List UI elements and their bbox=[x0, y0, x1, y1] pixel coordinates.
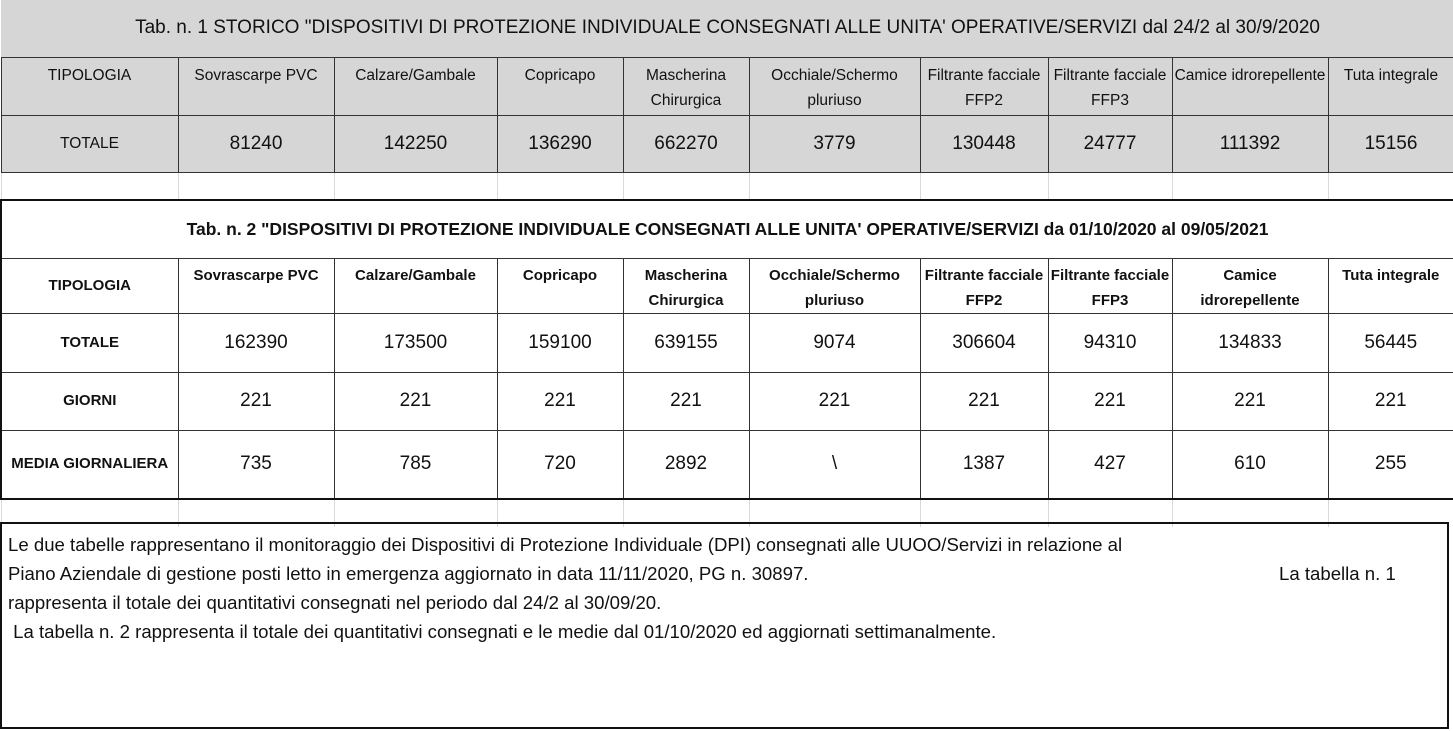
empty-cell bbox=[622, 172, 750, 200]
table2-row: TOTALE 162390 173500 159100 639155 9074 306604… bbox=[0, 312, 1453, 373]
table2-cell: 610 bbox=[1171, 429, 1329, 500]
table2-row: MEDIA GIORNALIERA 735 785 720 2892 \ 1387 427 61… bbox=[0, 429, 1453, 500]
table2-cell: 221 bbox=[622, 371, 750, 431]
table2-cell: 221 bbox=[333, 371, 498, 431]
table2-header-row: TIPOLOGIA Sovrascarpe PVC Calzare/Gambale C… bbox=[0, 257, 1453, 314]
table2-cell: 1387 bbox=[919, 429, 1049, 500]
table2-cell: 785 bbox=[333, 429, 498, 500]
empty-cell bbox=[333, 172, 498, 200]
table2-cell: 221 bbox=[919, 371, 1049, 431]
table2-cell: 159100 bbox=[496, 312, 624, 373]
table1-total-cell: 142250 bbox=[333, 114, 498, 173]
table2-cell: 255 bbox=[1327, 429, 1453, 500]
table1-total-cell: 15156 bbox=[1327, 114, 1453, 173]
table2-cell: 134833 bbox=[1171, 312, 1329, 373]
table2-cell: 735 bbox=[177, 429, 335, 500]
table2-column-header: Mascherina Chirurgica bbox=[622, 257, 750, 314]
table2-cell: 94310 bbox=[1047, 312, 1173, 373]
table2-cell: 221 bbox=[748, 371, 921, 431]
table2-cell: 162390 bbox=[177, 312, 335, 373]
table2-row-label: GIORNI bbox=[0, 371, 179, 431]
table1-title-row: Tab. n. 1 STORICO "DISPOSITIVI DI PROTEZ… bbox=[1, 0, 1453, 58]
empty-cell bbox=[0, 172, 179, 200]
table1-column-header: Occhiale/Schermo pluriuso bbox=[748, 56, 921, 116]
table2-row-label: TOTALE bbox=[0, 312, 179, 373]
table1-column-header: Filtrante facciale FFP3 bbox=[1047, 56, 1173, 116]
table2-column-header: Copricapo bbox=[496, 257, 624, 314]
table1-total-cell: 3779 bbox=[748, 114, 921, 173]
note-line-3: rappresenta il totale dei quantitativi c… bbox=[8, 592, 662, 613]
empty-cell bbox=[1047, 172, 1173, 200]
empty-row bbox=[0, 172, 1453, 200]
table2-cell: 2892 bbox=[622, 429, 750, 500]
table2-cell: 720 bbox=[496, 429, 624, 500]
table1-total-row: TOTALE 81240 142250 136290 662270 3779 130448 2… bbox=[0, 114, 1453, 173]
table2-cell: \ bbox=[748, 429, 921, 500]
table1-column-header: Camice idrorepellente bbox=[1171, 56, 1329, 116]
table2-header-label: TIPOLOGIA bbox=[0, 257, 179, 314]
table2-column-header: Sovrascarpe PVC bbox=[177, 257, 335, 314]
table1-column-header: Sovrascarpe PVC bbox=[177, 56, 335, 116]
table1-total-cell: 24777 bbox=[1047, 114, 1173, 173]
table1-header-label: TIPOLOGIA bbox=[0, 56, 179, 116]
table1-column-header: Calzare/Gambale bbox=[333, 56, 498, 116]
table1-header-row: TIPOLOGIA Sovrascarpe PVC Calzare/Gambale C… bbox=[0, 56, 1453, 116]
table2-cell: 306604 bbox=[919, 312, 1049, 373]
table1-total-cell: 136290 bbox=[496, 114, 624, 173]
table2-column-header: Tuta integrale bbox=[1327, 257, 1453, 314]
note-line-2-right: La tabella n. 1 bbox=[1279, 563, 1396, 584]
table2-cell: 639155 bbox=[622, 312, 750, 373]
table1-total-label: TOTALE bbox=[0, 114, 179, 173]
table2-column-header: Occhiale/Schermo pluriuso bbox=[748, 257, 921, 314]
table1-column-header: Copricapo bbox=[496, 56, 624, 116]
table1-total-cell: 81240 bbox=[177, 114, 335, 173]
table1-column-header: Filtrante facciale FFP2 bbox=[919, 56, 1049, 116]
empty-cell bbox=[177, 172, 335, 200]
table1-title: Tab. n. 1 STORICO "DISPOSITIVI DI PROTEZ… bbox=[1, 0, 1453, 58]
table2-cell: 221 bbox=[1171, 371, 1329, 431]
note-line-2: Piano Aziendale di gestione posti letto … bbox=[8, 559, 1447, 588]
table2-row-label: MEDIA GIORNALIERA bbox=[0, 429, 179, 500]
table2-title-row: Tab. n. 2 "DISPOSITIVI DI PROTEZIONE IND… bbox=[0, 199, 1453, 259]
note-line-4: La tabella n. 2 rappresenta il totale de… bbox=[8, 621, 997, 642]
table1-column-header: Tuta integrale bbox=[1327, 56, 1453, 116]
table2-column-header: Calzare/Gambale bbox=[333, 257, 498, 314]
table2-cell: 221 bbox=[1327, 371, 1453, 431]
table2-cell: 221 bbox=[177, 371, 335, 431]
table1-total-cell: 130448 bbox=[919, 114, 1049, 173]
table1-total-cell: 662270 bbox=[622, 114, 750, 173]
note-line-2-text: Piano Aziendale di gestione posti letto … bbox=[8, 563, 809, 584]
table2-column-header: Filtrante facciale FFP2 bbox=[919, 257, 1049, 314]
table2-row: GIORNI 221 221 221 221 221 221 221 221 221 bbox=[0, 371, 1453, 431]
table2-cell: 427 bbox=[1047, 429, 1173, 500]
table1-total-cell: 111392 bbox=[1171, 114, 1329, 173]
table1-column-header: Mascherina Chirurgica bbox=[622, 56, 750, 116]
description-note: Le due tabelle rappresentano il monitora… bbox=[0, 522, 1449, 729]
table2-column-header: Camice idrorepellente bbox=[1171, 257, 1329, 314]
table2-cell: 56445 bbox=[1327, 312, 1453, 373]
note-line-1: Le due tabelle rappresentano il monitora… bbox=[8, 534, 1123, 555]
empty-cell bbox=[919, 172, 1049, 200]
table2-cell: 221 bbox=[496, 371, 624, 431]
table2-cell: 173500 bbox=[333, 312, 498, 373]
empty-cell bbox=[496, 172, 624, 200]
empty-cell bbox=[1171, 172, 1329, 200]
empty-cell bbox=[1327, 172, 1453, 200]
table2-cell: 9074 bbox=[748, 312, 921, 373]
spreadsheet: Tab. n. 1 STORICO "DISPOSITIVI DI PROTEZ… bbox=[0, 0, 1453, 527]
table2-title: Tab. n. 2 "DISPOSITIVI DI PROTEZIONE IND… bbox=[0, 199, 1453, 259]
table2-cell: 221 bbox=[1047, 371, 1173, 431]
empty-cell bbox=[748, 172, 921, 200]
table2-column-header: Filtrante facciale FFP3 bbox=[1047, 257, 1173, 314]
